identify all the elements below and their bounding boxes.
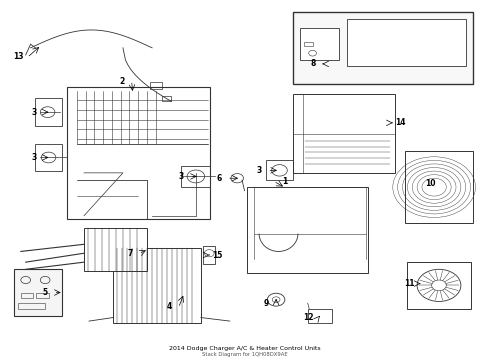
Text: 11: 11 bbox=[404, 279, 414, 288]
Bar bbox=[246, 187, 368, 273]
Text: 14: 14 bbox=[394, 118, 405, 127]
Bar bbox=[303, 42, 312, 46]
Text: 9: 9 bbox=[263, 299, 268, 308]
Bar bbox=[203, 246, 215, 264]
Text: 4: 4 bbox=[166, 302, 171, 311]
Bar bbox=[407, 262, 469, 309]
Bar bbox=[292, 94, 394, 173]
Text: 15: 15 bbox=[212, 251, 223, 260]
Text: 6: 6 bbox=[216, 174, 221, 183]
Bar bbox=[21, 293, 33, 298]
Text: 8: 8 bbox=[310, 59, 316, 68]
Bar bbox=[14, 269, 62, 316]
Bar bbox=[113, 248, 201, 323]
Text: 3: 3 bbox=[256, 166, 261, 175]
Bar bbox=[181, 166, 210, 187]
Bar bbox=[292, 12, 472, 84]
Text: Stack Diagram for 1QH08DX9AE: Stack Diagram for 1QH08DX9AE bbox=[201, 352, 287, 357]
Bar bbox=[404, 152, 472, 223]
Bar bbox=[162, 96, 170, 102]
Text: 3: 3 bbox=[178, 172, 183, 181]
Text: 7: 7 bbox=[127, 249, 133, 258]
Text: 1: 1 bbox=[281, 177, 286, 186]
Bar bbox=[346, 19, 465, 66]
Bar bbox=[84, 228, 147, 271]
Bar bbox=[307, 309, 331, 323]
Text: 10: 10 bbox=[424, 179, 435, 188]
Text: 3: 3 bbox=[32, 153, 37, 162]
Bar bbox=[67, 87, 210, 219]
Bar bbox=[19, 303, 45, 309]
Text: 5: 5 bbox=[42, 288, 48, 297]
Bar bbox=[149, 82, 162, 89]
Text: 13: 13 bbox=[13, 52, 23, 61]
Text: 3: 3 bbox=[32, 108, 37, 117]
Bar bbox=[35, 144, 62, 171]
Text: 12: 12 bbox=[303, 313, 313, 322]
Bar bbox=[266, 160, 292, 180]
Text: 2014 Dodge Charger A/C & Heater Control Units: 2014 Dodge Charger A/C & Heater Control … bbox=[168, 346, 320, 351]
Bar bbox=[300, 28, 339, 60]
Bar bbox=[36, 293, 48, 298]
Bar bbox=[35, 98, 62, 126]
Text: 2: 2 bbox=[119, 77, 124, 86]
